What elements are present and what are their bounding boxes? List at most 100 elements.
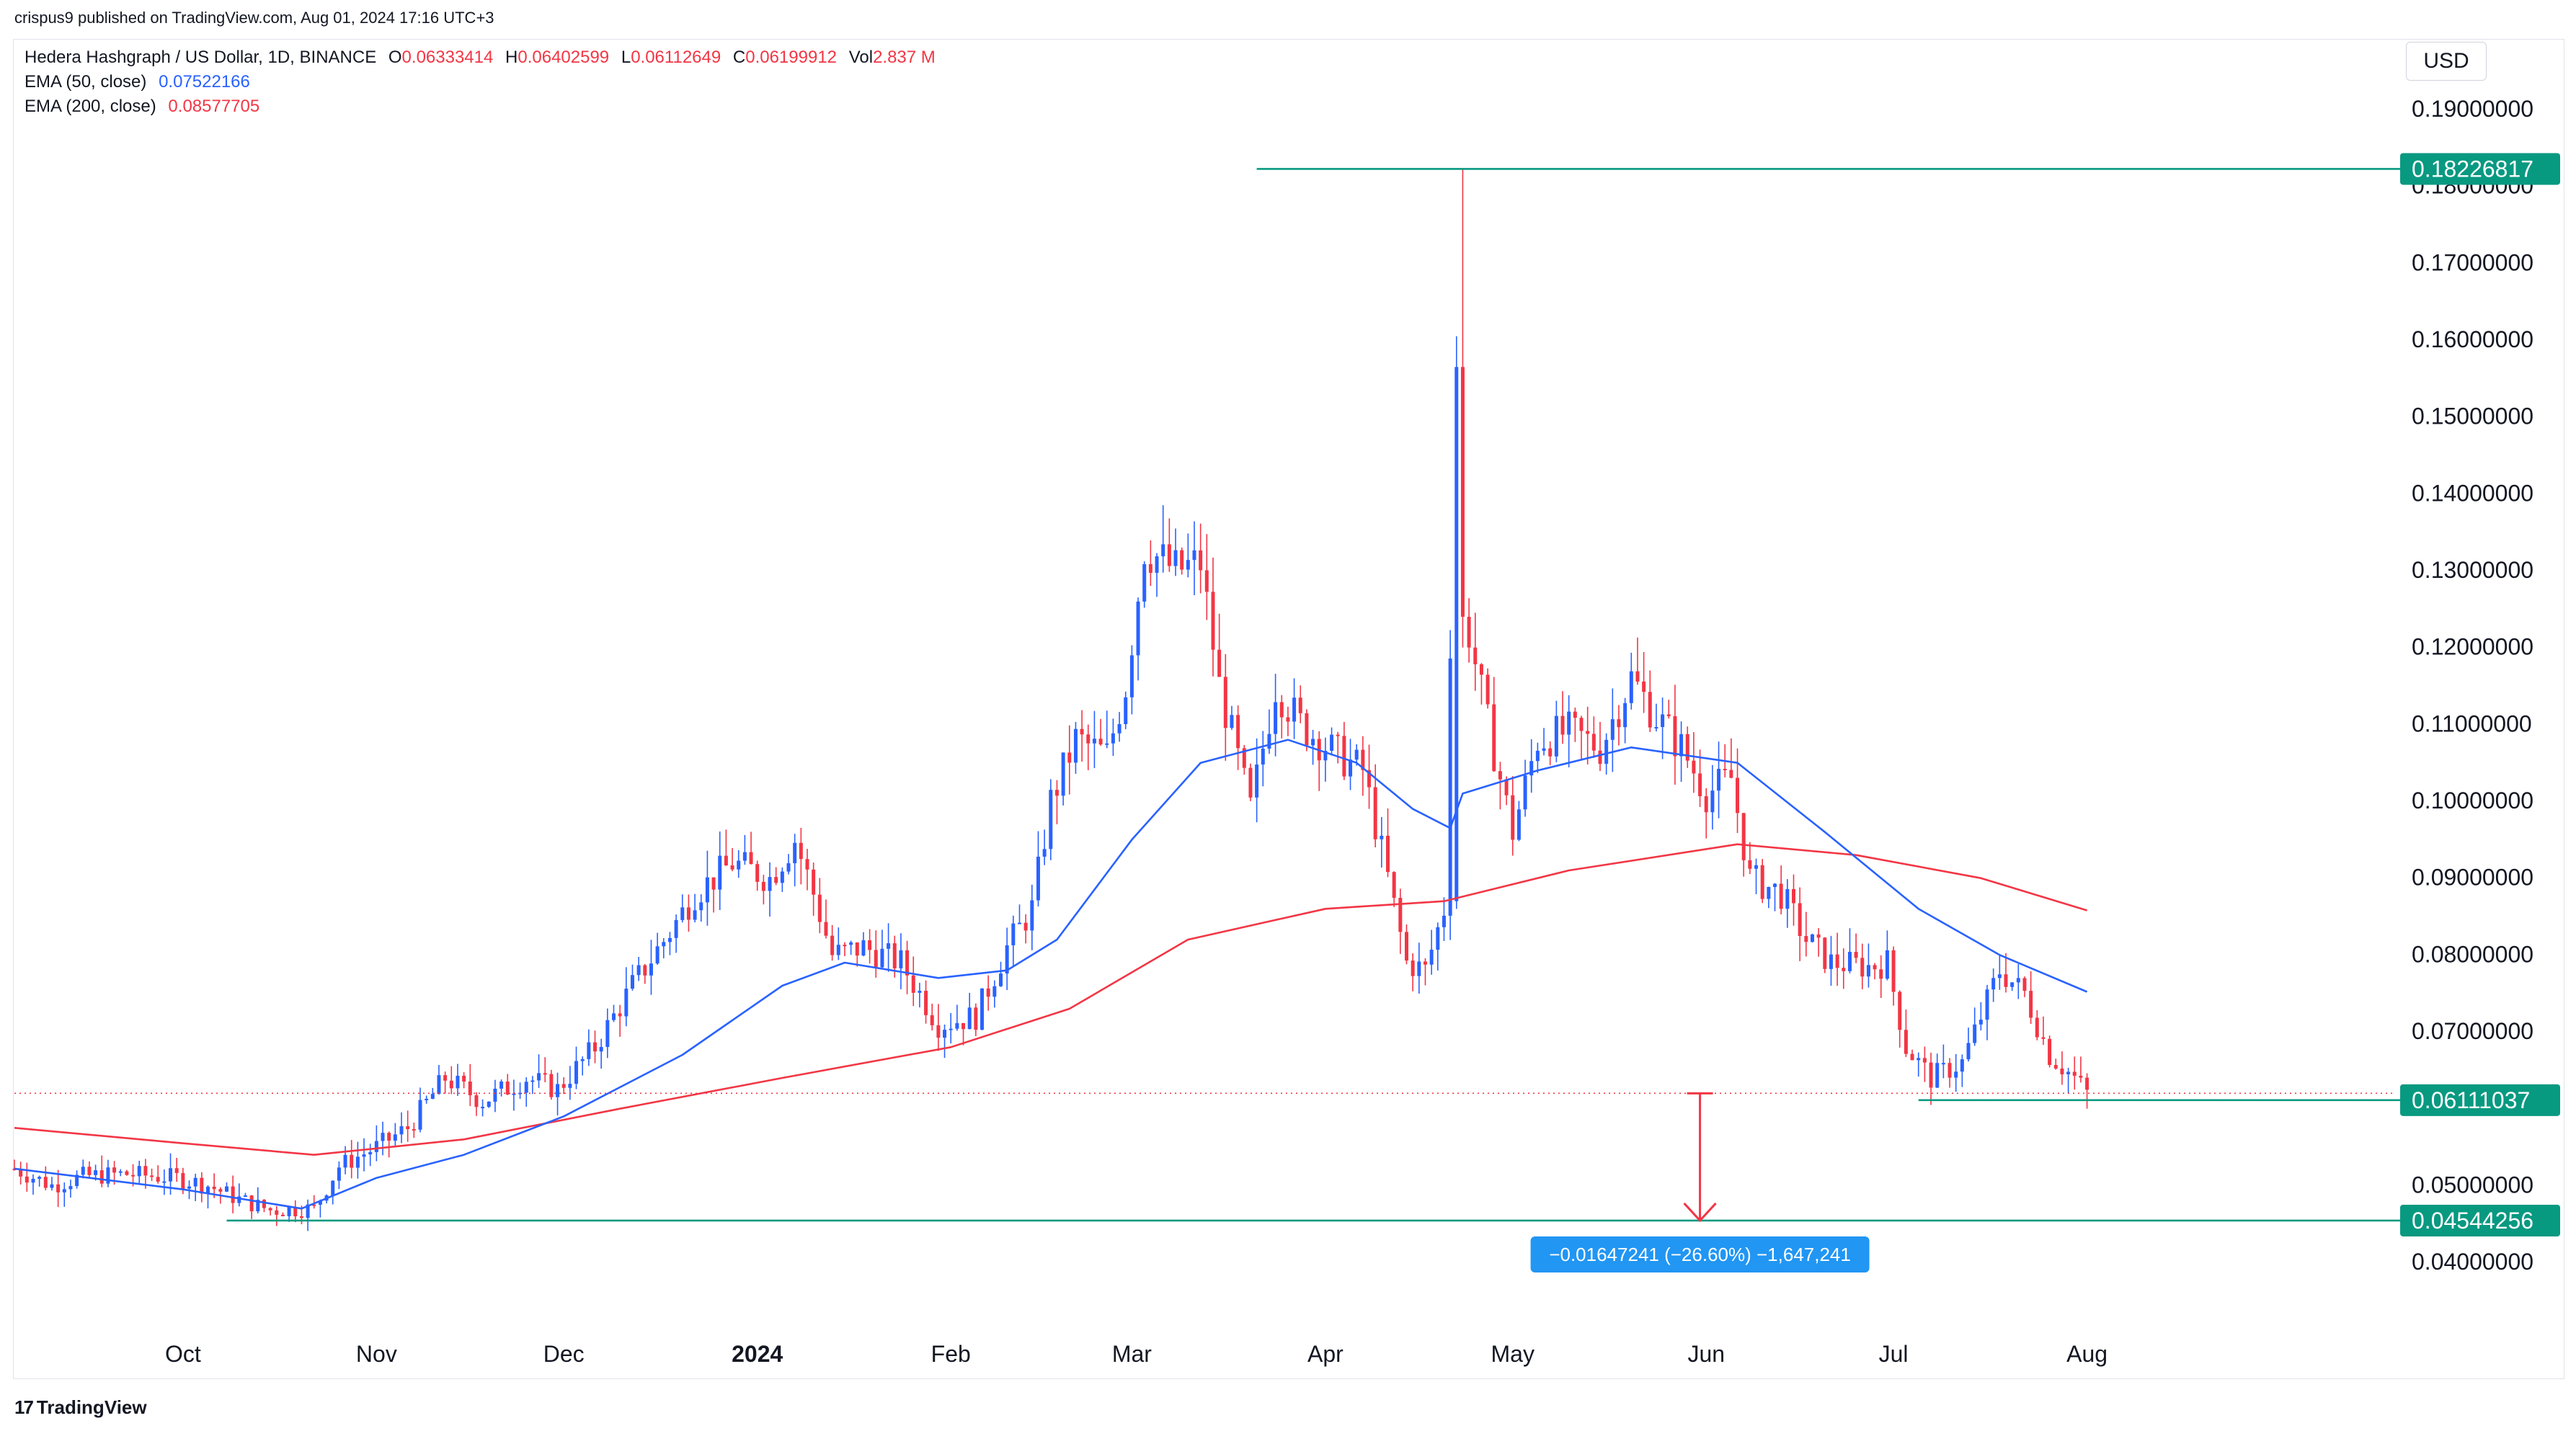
candle-body [1042,849,1047,857]
candle-body [1380,835,1384,839]
candle-body [1873,965,1877,970]
y-tick-label: 0.16000000 [2412,326,2533,352]
candle-body [275,1210,279,1215]
candle-body [1073,728,1078,763]
candle-body [399,1126,404,1135]
candle-body [624,989,629,1017]
candle-body [643,965,647,976]
candle-body [1810,934,1814,942]
candle-body [936,1025,941,1038]
candle-body [774,877,778,883]
candle-body [574,1061,579,1084]
candle-body [56,1184,61,1192]
candle-body [487,1101,491,1107]
candle-body [249,1195,254,1212]
candle-body [817,894,822,922]
y-tick-label: 0.19000000 [2412,96,2533,122]
candle-body [449,1080,453,1089]
candle-body [1935,1063,1940,1088]
candle-body [1186,560,1190,570]
candle-body [474,1095,479,1107]
candle-body [662,942,666,947]
candle-body [1548,748,1553,757]
candle-body [505,1081,510,1095]
candle-body [1223,677,1227,728]
candle-body [19,1169,23,1177]
candle-body [1217,649,1222,677]
candle-body [1598,750,1602,764]
candle-body [268,1208,272,1211]
candle-body [262,1200,266,1208]
currency-selector[interactable]: USD [2406,42,2487,81]
candle-body [686,907,690,920]
candle-body [1017,922,1021,924]
candle-body [1767,886,1771,899]
candle-body [1666,714,1671,716]
tradingview-logo[interactable]: 17 TradingView [14,1396,147,1419]
y-tick-label: 0.11000000 [2412,710,2532,736]
candle-body [549,1074,554,1097]
candle-body [1792,888,1796,904]
candle-body [1111,733,1115,744]
candle-body [724,855,728,866]
candle-body [256,1200,260,1212]
candle-body [1336,734,1340,736]
candle-body [1230,715,1234,728]
candle-body [350,1154,354,1168]
x-tick-label: Nov [356,1341,397,1367]
candle-body [306,1204,310,1218]
candle-body [1404,932,1408,961]
candle-body [1679,734,1684,757]
candle-body [1754,865,1759,869]
legend-ema50[interactable]: EMA (50, close) 0.07522166 [25,72,250,92]
candle-body [1573,711,1577,718]
candle-body [593,1042,598,1052]
candle-body [443,1075,448,1081]
candle-body [1498,771,1502,780]
candle-body [1829,954,1833,969]
candle-body [1180,550,1184,570]
close-label: C [732,48,746,67]
candle-body [1485,674,1490,705]
candle-body [468,1081,472,1096]
candle-body [1155,556,1159,574]
candle-body [331,1180,335,1196]
candle-body [924,991,928,1015]
candle-body [75,1174,79,1187]
candle-body [293,1207,298,1217]
candle-body [1386,835,1390,873]
candle-body [62,1189,66,1192]
candle-body [406,1126,410,1130]
candle-body [1729,770,1733,778]
candle-body [655,946,659,964]
chart-pane[interactable] [13,39,2564,1379]
y-tick-label: 0.07000000 [2412,1018,2533,1044]
candle-body [393,1134,397,1141]
candle-body [1349,759,1353,777]
candle-body [1685,734,1689,761]
candle-body [2053,1065,2058,1069]
candle-body [2048,1038,2052,1066]
legend-ema200[interactable]: EMA (200, close) 0.08577705 [25,97,259,117]
candle-body [1917,1058,1921,1061]
candle-body [174,1168,179,1173]
symbol-title[interactable]: Hedera Hashgraph / US Dollar, 1D, BINANC… [25,48,377,67]
candle-body [1460,367,1465,617]
candle-body [31,1179,35,1183]
candle-body [1373,787,1377,839]
candle-body [812,869,816,895]
candle-body [2066,1071,2071,1074]
candle-body [187,1186,192,1189]
candle-body [1785,888,1790,909]
candle-body [1586,731,1590,734]
candle-body [967,1007,972,1030]
candle-body [1286,717,1290,722]
candle-body [892,943,897,968]
y-tick-label: 0.09000000 [2412,865,2533,891]
candle-body [980,988,985,1030]
candle-body [1092,739,1096,744]
candle-body [243,1195,247,1198]
candle-body [218,1189,223,1192]
candle-body [381,1133,385,1141]
